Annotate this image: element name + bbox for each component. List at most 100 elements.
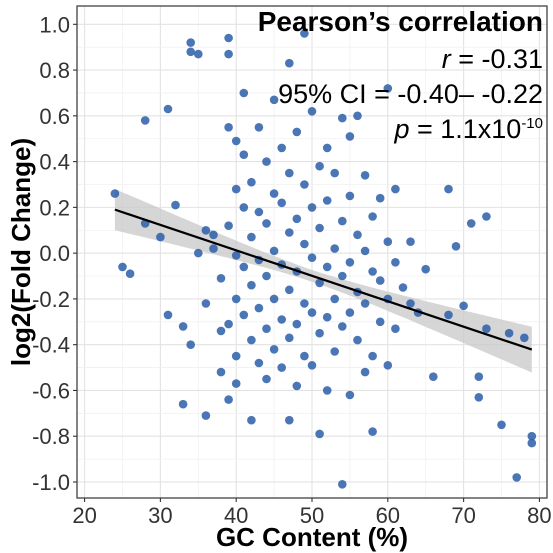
data-point [247,415,256,425]
data-point [527,438,537,448]
data-point [444,310,453,320]
data-point [285,285,294,295]
data-point [216,274,226,283]
data-point [269,345,279,354]
x-tick-label: 70 [451,503,475,528]
data-point [277,363,287,372]
data-point [322,143,332,153]
data-point [368,267,377,276]
annotation-r: r = -0.31 [442,44,543,75]
data-point [239,203,249,212]
data-point [178,399,188,409]
data-point [216,367,226,377]
data-point [194,49,203,59]
data-point [406,237,415,246]
y-tick-label: 0.4 [39,150,70,175]
data-point [307,308,317,317]
data-point [186,47,195,57]
data-point [482,324,491,334]
data-point [285,228,294,237]
data-point [231,379,241,388]
data-point [254,207,264,217]
data-point [254,123,264,132]
data-point [375,317,385,327]
data-point [345,258,355,267]
x-tick-label: 40 [224,503,248,528]
x-tick-label: 80 [527,503,551,528]
data-point [247,177,256,187]
data-point [368,351,377,361]
data-point [322,312,332,322]
data-point [338,113,347,123]
data-point [383,361,393,370]
data-point [269,189,279,198]
y-tick-label: 0.6 [39,104,70,129]
data-point [360,171,370,180]
data-point [224,123,233,132]
data-point [292,319,302,329]
data-point [262,271,271,281]
data-point [300,180,309,189]
data-point [315,223,324,233]
data-point [254,358,264,368]
y-tick-label: 0.0 [39,241,70,266]
data-point [307,361,317,370]
data-point [216,326,226,336]
data-point [474,372,484,382]
data-point [239,88,249,98]
data-point [345,390,355,400]
data-point [307,253,317,262]
y-tick-label: -0.4 [32,333,70,358]
data-point [406,299,415,308]
data-point [444,184,453,194]
data-point [459,301,468,311]
data-point [125,269,135,279]
data-point [330,244,340,253]
data-point [391,258,400,267]
data-point [307,107,317,116]
y-tick-label: 1.0 [39,12,70,37]
data-point [338,480,347,489]
data-point [300,29,309,38]
data-point [262,157,271,166]
data-point [353,335,362,345]
axes: 20 30 40 50 60 70 80 -1.0 -0.8 -0.6 -0.4 -0.2 0.0 0.2… [32,12,552,528]
data-point [239,262,249,272]
data-point [520,333,529,343]
data-point [300,239,309,249]
data-point [383,237,393,246]
data-point [224,395,233,404]
data-point [209,244,218,253]
y-tick-label: -0.8 [32,424,70,449]
data-point [398,283,408,292]
data-point [497,420,506,430]
data-point [247,232,256,242]
data-point [527,431,537,441]
annotation-title: Pearson’s correlation [257,6,543,37]
data-point [322,196,332,205]
grid-lines [77,6,547,498]
data-point [391,324,400,334]
y-tick-label: -1.0 [32,470,70,495]
data-point [231,294,241,304]
data-point [345,191,355,201]
data-point [254,303,264,313]
data-point [269,246,279,256]
data-point [330,168,340,178]
regression-line [114,208,533,351]
data-point [338,216,347,226]
data-point [262,374,271,384]
data-point [262,324,271,334]
data-point [451,242,461,251]
data-point [171,200,180,210]
data-point [315,328,324,338]
data-point [512,473,521,482]
data-point [231,351,241,361]
y-tick-label: -0.6 [32,378,70,403]
data-point [231,251,241,260]
data-point [231,136,241,146]
data-points [110,29,537,489]
y-axis-label: log2(Fold Change) [6,138,36,366]
annotation-ci: 95% CI = -0.40– -0.22 [278,79,543,109]
fit-line [114,208,533,351]
